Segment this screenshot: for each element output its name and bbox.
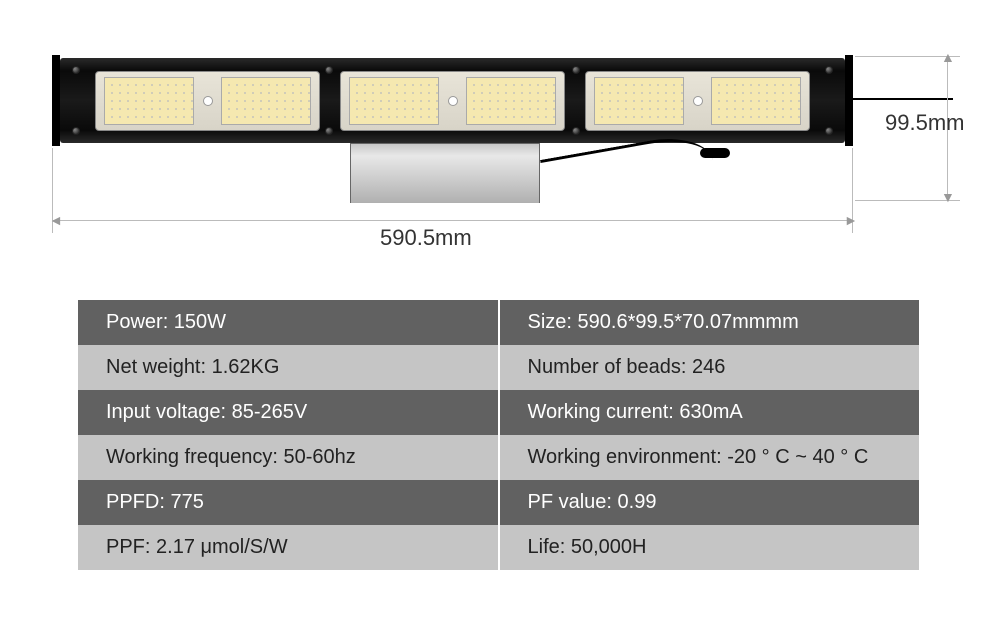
- driver-box: [350, 143, 540, 203]
- table-row: PPFD: 775 PF value: 0.99: [78, 480, 921, 525]
- spec-cell: Net weight: 1.62KG: [78, 345, 500, 390]
- sensor-dot: [693, 96, 703, 106]
- spec-cell: Size: 590.6*99.5*70.07mmmm: [500, 300, 922, 345]
- screw-icon: [72, 127, 80, 135]
- screw-icon: [572, 127, 580, 135]
- spec-cell: PPF: 2.17 μmol/S/W: [78, 525, 500, 570]
- sensor-dot: [203, 96, 213, 106]
- cable: [853, 98, 953, 100]
- arrow-down-icon: ▼: [941, 190, 955, 204]
- spec-cell: Input voltage: 85-265V: [78, 390, 500, 435]
- spec-cell: Power: 150W: [78, 300, 500, 345]
- arrow-right-icon: ►: [844, 213, 858, 227]
- screw-icon: [72, 66, 80, 74]
- table-row: PPF: 2.17 μmol/S/W Life: 50,000H: [78, 525, 921, 570]
- cable-connector: [700, 148, 730, 158]
- spec-cell: Life: 50,000H: [500, 525, 922, 570]
- product-diagram: ◄ ► 590.5mm ▲ ▼ 99.5mm: [0, 0, 1000, 280]
- sensor-dot: [448, 96, 458, 106]
- led-grid: [349, 77, 439, 125]
- led-panel: [585, 71, 810, 131]
- fixture-endcap-right: [845, 55, 853, 146]
- led-grid: [711, 77, 801, 125]
- screw-icon: [325, 66, 333, 74]
- led-grid: [221, 77, 311, 125]
- screw-icon: [572, 66, 580, 74]
- led-grid: [104, 77, 194, 125]
- screw-icon: [825, 127, 833, 135]
- screw-icon: [825, 66, 833, 74]
- led-fixture: [60, 58, 845, 143]
- spec-cell: Working frequency: 50-60hz: [78, 435, 500, 480]
- led-grid: [594, 77, 684, 125]
- fixture-endcap-left: [52, 55, 60, 146]
- dim-height-label: 99.5mm: [885, 110, 964, 136]
- spec-cell: Working environment: -20 ° C ~ 40 ° C: [500, 435, 922, 480]
- dim-width-line: [52, 220, 852, 221]
- dim-width-label: 590.5mm: [380, 225, 472, 251]
- screw-icon: [325, 127, 333, 135]
- table-row: Power: 150W Size: 590.6*99.5*70.07mmmm: [78, 300, 921, 345]
- led-grid: [466, 77, 556, 125]
- table-row: Input voltage: 85-265V Working current: …: [78, 390, 921, 435]
- specs-table: Power: 150W Size: 590.6*99.5*70.07mmmm N…: [78, 300, 921, 570]
- led-panel: [340, 71, 565, 131]
- led-panel: [95, 71, 320, 131]
- table-row: Working frequency: 50-60hz Working envir…: [78, 435, 921, 480]
- spec-cell: PF value: 0.99: [500, 480, 922, 525]
- arrow-up-icon: ▲: [941, 50, 955, 64]
- spec-cell: Number of beads: 246: [500, 345, 922, 390]
- spec-cell: PPFD: 775: [78, 480, 500, 525]
- table-row: Net weight: 1.62KG Number of beads: 246: [78, 345, 921, 390]
- spec-cell: Working current: 630mA: [500, 390, 922, 435]
- arrow-left-icon: ◄: [49, 213, 63, 227]
